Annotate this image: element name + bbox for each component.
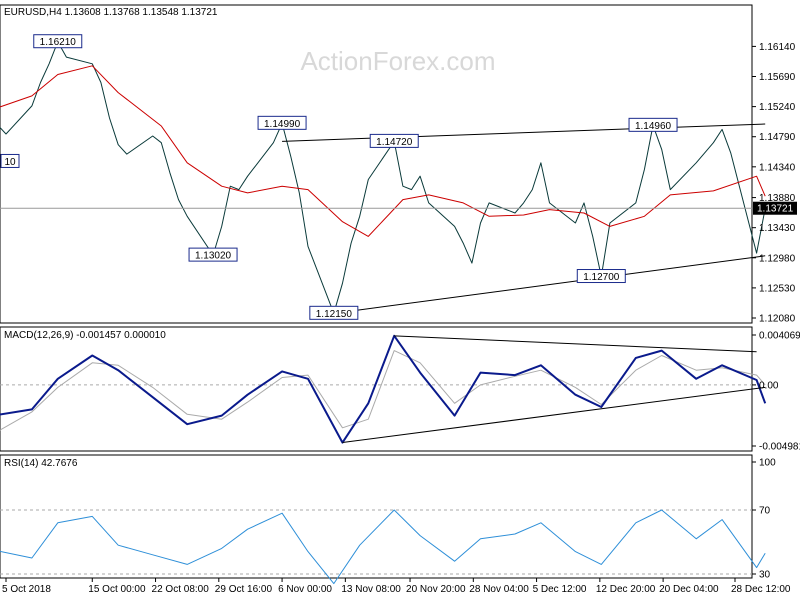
moving-average-line [0,65,766,237]
price-annotation-label: 1.16210 [40,37,77,48]
macd-lower-trendline [342,386,766,444]
macd-line [0,334,767,444]
price-panel-title: EURUSD,H4 1.13608 1.13768 1.13548 1.1372… [4,7,218,18]
price-annotation: 1.13020 [188,247,238,262]
macd-y-tick-label: 0.00 [759,380,779,391]
price-annotation: 1.16210 [33,34,83,49]
price-annotation-box [309,305,359,320]
price-annotation: 10 [0,153,20,168]
price-layer: 1.16210 1.14990 1.14720 1.14960 1.13020 1.127… [0,34,766,320]
price-annotation-box [369,133,419,148]
price-annotation: 1.12150 [309,305,359,320]
x-tick-label: 20 Dec 04:00 [659,584,719,595]
x-tick-label: 29 Oct 16:00 [215,584,273,595]
price-y-tick-label: 1.12080 [759,314,796,325]
watermark: ActionForex.com [300,46,495,76]
price-panel-frame [0,4,753,324]
x-tick-label: 22 Oct 08:00 [152,584,210,595]
x-tick-label: 12 Dec 20:00 [596,584,656,595]
price-annotation-label: 1.14720 [376,137,413,148]
x-tick-label: 28 Nov 04:00 [469,584,529,595]
last-price-marker: 1.13721 [753,201,797,215]
x-tick-label: 5 Oct 2018 [2,584,51,595]
rsi-y-tick-label: 70 [759,506,771,517]
rsi-layer [0,509,766,585]
price-annotation: 1.14720 [369,133,419,148]
axis-layer: 1.16140 1.15690 1.15240 1.14790 1.14340 1.138… [2,42,800,595]
price-annotation-label: 10 [4,157,16,168]
macd-y-tick-label: 0.004069 [759,331,800,342]
rsi-y-tick-label: 100 [759,458,776,469]
price-annotation-label: 1.14960 [635,121,672,132]
price-annotation: 1.14960 [628,117,678,132]
rsi-panel-title: RSI(14) 42.7676 [4,458,78,469]
price-annotation-box [0,153,20,168]
price-series-line [0,41,766,314]
x-tick-label: 28 Dec 12:00 [731,584,791,595]
macd-y-tick-label: -0.004981 [759,442,800,453]
macd-upper-trendline [394,335,757,353]
last-price-marker-label: 1.13721 [757,204,794,215]
x-tick-label: 6 Nov 00:00 [278,584,332,595]
resistance-trendline [282,123,766,142]
x-tick-label: 5 Dec 12:00 [533,584,587,595]
support-trendline [333,255,766,314]
price-annotation-box [257,115,307,130]
price-annotation: 1.14990 [257,115,307,130]
macd-panel-frame [0,326,753,452]
x-tick-label: 20 Nov 20:00 [406,584,466,595]
price-y-tick-label: 1.16140 [759,42,796,53]
price-annotation-box [576,269,626,284]
x-tick-label: 15 Oct 00:00 [88,584,146,595]
price-y-tick-label: 1.13880 [759,193,796,204]
rsi-line [0,509,766,585]
rsi-y-tick-label: 30 [759,570,771,581]
price-annotation-box [628,117,678,132]
price-y-tick-label: 1.12980 [759,253,796,264]
macd-panel-title: MACD(12,26,9) -0.001457 0.000010 [4,330,166,341]
price-y-tick-label: 1.13430 [759,223,796,234]
price-y-tick-label: 1.15240 [759,102,796,113]
macd-layer [0,334,767,444]
price-y-tick-label: 1.12530 [759,283,796,294]
price-annotation-box [188,247,238,262]
price-annotation-label: 1.12150 [316,309,353,320]
rsi-panel-frame [0,454,753,579]
price-y-tick-label: 1.14340 [759,162,796,173]
price-annotation-box [33,34,83,49]
macd-signal-line [0,350,766,431]
price-annotation: 1.12700 [576,269,626,284]
price-annotation-label: 1.14990 [264,119,301,130]
price-y-tick-label: 1.14790 [759,132,796,143]
x-tick-label: 13 Nov 08:00 [341,584,401,595]
price-annotation-label: 1.12700 [583,272,620,283]
price-annotation-label: 1.13020 [195,251,232,262]
last-price-marker-box [753,201,797,215]
price-y-tick-label: 1.15690 [759,72,796,83]
